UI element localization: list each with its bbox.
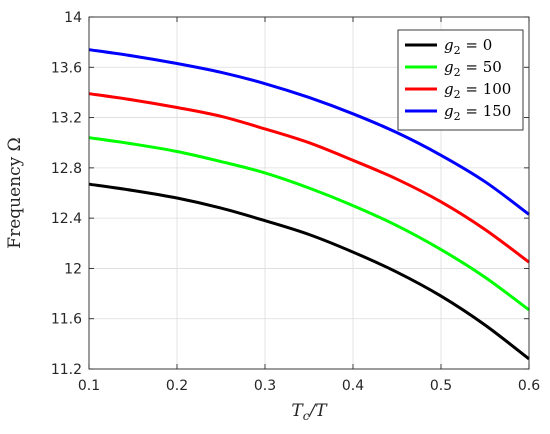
legend-entry: g2 = 0 — [405, 36, 492, 57]
y-tick-label: 13.6 — [51, 60, 82, 76]
x-tick-label: 0.6 — [518, 378, 540, 394]
legend-label: g2 = 150 — [444, 102, 511, 123]
series-lines — [88, 48, 530, 361]
legend-entry: g2 = 50 — [405, 58, 502, 79]
y-tick-label: 14 — [64, 10, 82, 26]
y-tick-label: 12 — [64, 261, 82, 277]
legend-entry: g2 = 100 — [405, 80, 511, 101]
y-tick-label: 13.2 — [51, 111, 82, 127]
y-tick-label: 11.2 — [51, 362, 82, 378]
series-line-0 — [88, 182, 530, 361]
y-tick-label: 12.4 — [51, 211, 82, 227]
x-tick-label: 0.5 — [430, 378, 452, 394]
y-tick-label: 12.8 — [51, 161, 82, 177]
x-tick-label: 0.2 — [166, 378, 188, 394]
axis-ticks — [88, 16, 530, 370]
y-axis-title: Frequency Ω — [5, 137, 25, 248]
x-axis-title: Tc/T — [291, 401, 328, 423]
legend-box — [397, 29, 524, 131]
series-line-2 — [88, 92, 530, 264]
y-axis-tick-labels: 11.2 11.6 12 12.4 12.8 13.2 13.6 14 — [51, 10, 82, 378]
legend-label: g2 = 50 — [444, 58, 502, 79]
series-line-3 — [88, 48, 530, 216]
legend-label: g2 = 0 — [444, 36, 492, 57]
x-axis-tick-labels: 0.1 0.2 0.3 0.4 0.5 0.6 — [78, 378, 540, 394]
legend-entry: g2 = 150 — [405, 102, 511, 123]
y-tick-label: 11.6 — [51, 312, 82, 328]
x-tick-label: 0.3 — [254, 378, 276, 394]
plot-frame — [88, 16, 530, 370]
x-tick-label: 0.1 — [78, 378, 100, 394]
legend-label: g2 = 100 — [444, 80, 511, 101]
x-tick-label: 0.4 — [342, 378, 364, 394]
series-line-1 — [88, 136, 530, 312]
